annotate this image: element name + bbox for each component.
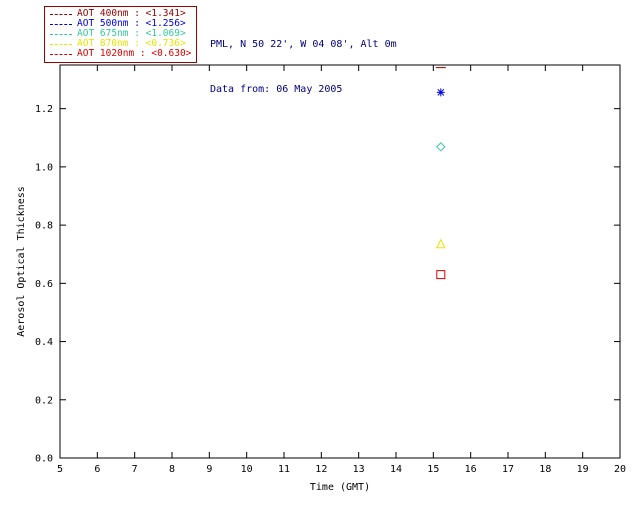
legend-label: AOT 675nm : <1.069> (77, 28, 186, 39)
legend-line-sample (50, 33, 72, 35)
x-tick-label: 14 (390, 464, 402, 475)
legend-label: AOT 1020nm : <0.630> (77, 48, 192, 59)
legend-line-sample (50, 53, 72, 55)
legend-item-4: AOT 1020nm : <0.630> (50, 49, 191, 59)
x-tick-label: 17 (502, 464, 514, 475)
data-point-aot-870nm (435, 238, 446, 249)
y-tick-label: 0.4 (35, 337, 53, 348)
data-point-aot-500nm (436, 88, 445, 97)
x-tick-label: 7 (132, 464, 138, 475)
x-tick-label: 16 (465, 464, 477, 475)
legend-item-0: AOT 400nm : <1.341> (50, 9, 191, 19)
legend: AOT 400nm : <1.341> AOT 500nm : <1.256> AO… (44, 6, 198, 63)
x-tick-label: 20 (614, 464, 626, 475)
x-tick-label: 9 (206, 464, 212, 475)
x-tick-label: 12 (315, 464, 327, 475)
legend-line-sample (50, 23, 72, 25)
data-point-aot-1020nm (436, 270, 446, 280)
legend-line-sample (50, 13, 72, 15)
y-tick-label: 0.8 (35, 221, 53, 232)
data-point-aot-675nm (436, 142, 446, 152)
x-tick-label: 15 (427, 464, 439, 475)
x-tick-label: 8 (169, 464, 175, 475)
x-axis-title: Time (GMT) (310, 482, 370, 493)
y-axis-title: Aerosol Optical Thickness (16, 186, 27, 337)
plot-header: PML, N 50 22', W 04 08', Alt 0m Data fro… (210, 7, 397, 127)
x-tick-label: 18 (539, 464, 551, 475)
legend-label: AOT 400nm : <1.341> (77, 8, 186, 19)
legend-label: AOT 500nm : <1.256> (77, 18, 186, 29)
plot-frame (59, 64, 621, 459)
x-tick-label: 13 (353, 464, 365, 475)
y-tick-label: 1.2 (35, 104, 53, 115)
y-tick-label: 0.6 (35, 279, 53, 290)
y-tick-label: 0.0 (35, 454, 53, 465)
legend-item-3: AOT 870nm : <0.736> (50, 39, 191, 49)
legend-item-2: AOT 675nm : <1.069> (50, 29, 191, 39)
x-tick-label: 6 (94, 464, 100, 475)
y-tick-label: 0.2 (35, 395, 53, 406)
legend-label: AOT 870nm : <0.736> (77, 38, 186, 49)
legend-item-1: AOT 500nm : <1.256> (50, 19, 191, 29)
x-tick-label: 11 (278, 464, 290, 475)
y-tick-label: 1.0 (35, 162, 53, 173)
legend-line-sample (50, 43, 72, 45)
station-info: PML, N 50 22', W 04 08', Alt 0m (210, 39, 397, 50)
x-tick-label: 5 (57, 464, 63, 475)
x-tick-label: 10 (241, 464, 253, 475)
x-tick-label: 19 (577, 464, 589, 475)
data-date: Data from: 06 May 2005 (210, 84, 343, 95)
